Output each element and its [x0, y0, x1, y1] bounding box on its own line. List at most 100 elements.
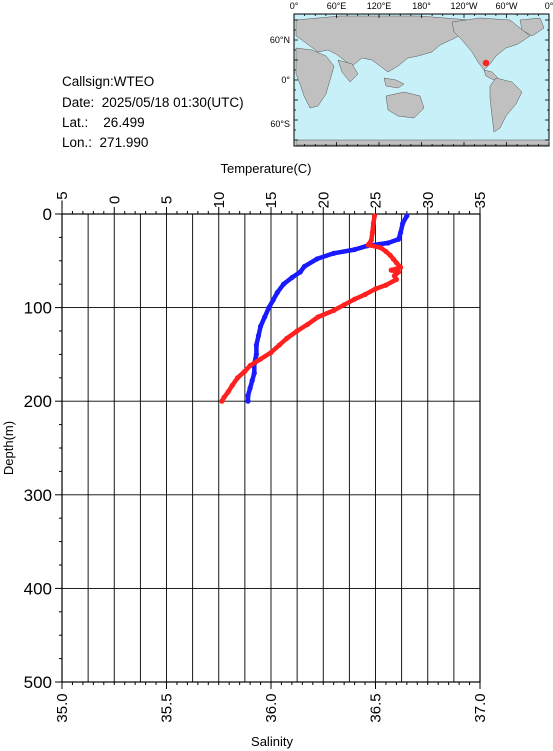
salinity-profile-point [253, 351, 259, 357]
salinity-profile-point [249, 378, 255, 384]
temperature-profile-point [268, 349, 274, 356]
salinity-profile-point [331, 250, 337, 256]
longitude-value: 271.990 [99, 135, 149, 150]
map-latitude-labels: 60°N 0° 60°S [270, 35, 291, 129]
map-longitude-label: 60°E [327, 1, 347, 11]
temperature-profile-point [242, 368, 248, 374]
temperature-profile-point [397, 264, 404, 270]
temperature-profile-point [390, 256, 396, 262]
salinity-profile-point [270, 297, 276, 303]
latitude-row: Lat.: 26.499 [62, 115, 145, 130]
temperature-profile-point [393, 276, 399, 283]
salinity-profile-point [297, 269, 303, 275]
salinity-profile-point [404, 213, 410, 219]
world-map-inset: 0° 60°E 120°E 180° 120°W 60°W 0° 60°N 0° 60°S [270, 1, 553, 147]
temperature-profile-point [370, 220, 377, 226]
temperature-profile-point [388, 267, 394, 273]
latitude-value: 26.499 [103, 115, 145, 130]
map-longitude-label: 120°E [367, 1, 392, 11]
salinity-tick-label: 35.5 [159, 693, 176, 722]
salinity-profile-point [262, 314, 268, 320]
temperature-tick-label: 15 [263, 192, 280, 209]
temperature-profile-point [387, 252, 393, 258]
temperature-profile-point [229, 382, 235, 388]
map-longitude-label: 60°W [495, 1, 518, 11]
temperature-profile-point [219, 398, 225, 404]
salinity-tick-label: 36.5 [368, 693, 385, 722]
map-longitude-label: 0° [545, 1, 553, 11]
temperature-profile-point [341, 302, 347, 308]
latitude-label: Lat.: [62, 115, 89, 130]
salinity-profile-point [289, 275, 295, 281]
salinity-profile-point [314, 256, 320, 262]
profile-plot: −5 0 5 10 15 20 25 30 35 35.0 35.5 36.0 36.5 37.0 01… [1, 161, 489, 749]
depth-tick-label: 200 [24, 392, 52, 411]
salinity-profile-point [245, 398, 251, 404]
map-latitude-label: 0° [281, 75, 290, 85]
map-latitude-label: 60°N [270, 35, 290, 45]
plot-grid [61, 213, 481, 683]
temperature-tick-label: 0 [106, 196, 123, 204]
salinity-profile-point [301, 263, 308, 270]
salinity-profile-point [274, 290, 280, 296]
salinity-profile-point [400, 220, 406, 226]
temperature-tick-label: 20 [315, 192, 332, 209]
temperature-profile-point [315, 314, 321, 320]
temperature-profile-point [372, 286, 379, 292]
salinity-profile-point [280, 281, 287, 287]
temperature-profile-point [362, 291, 368, 298]
temperature-profile-point [352, 296, 358, 302]
salinity-profile-point [251, 370, 257, 376]
temperature-tick-label: −5 [54, 191, 71, 208]
map-longitude-label: 0° [290, 1, 299, 11]
salinity-profile-point [385, 240, 391, 246]
longitude-row: Lon.: 271.990 [62, 135, 148, 150]
salinity-profile-point [255, 333, 262, 339]
temperature-axis-label: Temperature(C) [220, 161, 311, 176]
temperature-profile-point [304, 321, 311, 328]
profile-series [219, 213, 410, 404]
salinity-profile-point [253, 342, 259, 348]
map-frame-ticks [293, 14, 550, 146]
depth-axis-label: Depth(m) [1, 421, 16, 475]
temperature-tick-label: 10 [211, 192, 228, 209]
depth-axis: 0 100 200 300 400 500 [24, 205, 62, 692]
temperature-profile-point [294, 328, 300, 334]
temperature-profile-point [365, 242, 371, 248]
temperature-profile-point [383, 282, 389, 288]
salinity-profile-point [257, 323, 264, 329]
salinity-profile-point [352, 246, 358, 253]
temperature-profile-point [378, 245, 384, 251]
salinity-tick-label: 36.0 [263, 693, 280, 722]
depth-tick-label: 300 [24, 486, 52, 505]
salinity-profile-point [245, 392, 251, 399]
depth-tick-label: 400 [24, 579, 52, 598]
callsign-label: Callsign: [62, 74, 114, 89]
temperature-profile-point [331, 307, 337, 314]
temperature-profile-point [225, 389, 231, 395]
salinity-tick-label: 37.0 [472, 693, 489, 722]
salinity-profile-point [266, 305, 272, 311]
temperature-profile-point [383, 248, 389, 255]
salinity-profile-point [397, 230, 404, 236]
depth-tick-label: 0 [43, 205, 52, 224]
map-land [295, 15, 550, 146]
date-value: 2025/05/18 01:30(UTC) [101, 95, 244, 110]
temperature-profile-point [234, 375, 241, 381]
longitude-label: Lon.: [62, 135, 93, 150]
temperature-profile-point [369, 230, 375, 236]
temperature-profile-point [284, 335, 290, 342]
temperature-tick-label: 25 [368, 192, 385, 209]
salinity-profile-point [247, 385, 253, 391]
temperature-profile-point [368, 237, 374, 243]
salinity-axis: 35.0 35.5 36.0 36.5 37.0 [54, 682, 489, 723]
temperature-profile-point [276, 342, 282, 348]
map-longitude-label: 120°W [450, 1, 478, 11]
map-longitude-label: 180° [412, 1, 431, 11]
temperature-profile-point [371, 213, 378, 219]
depth-tick-label: 100 [24, 299, 52, 318]
map-longitude-labels: 0° 60°E 120°E 180° 120°W 60°W 0° [290, 1, 553, 11]
temperature-tick-label: 30 [420, 192, 437, 209]
temperature-profile-point [257, 356, 264, 362]
